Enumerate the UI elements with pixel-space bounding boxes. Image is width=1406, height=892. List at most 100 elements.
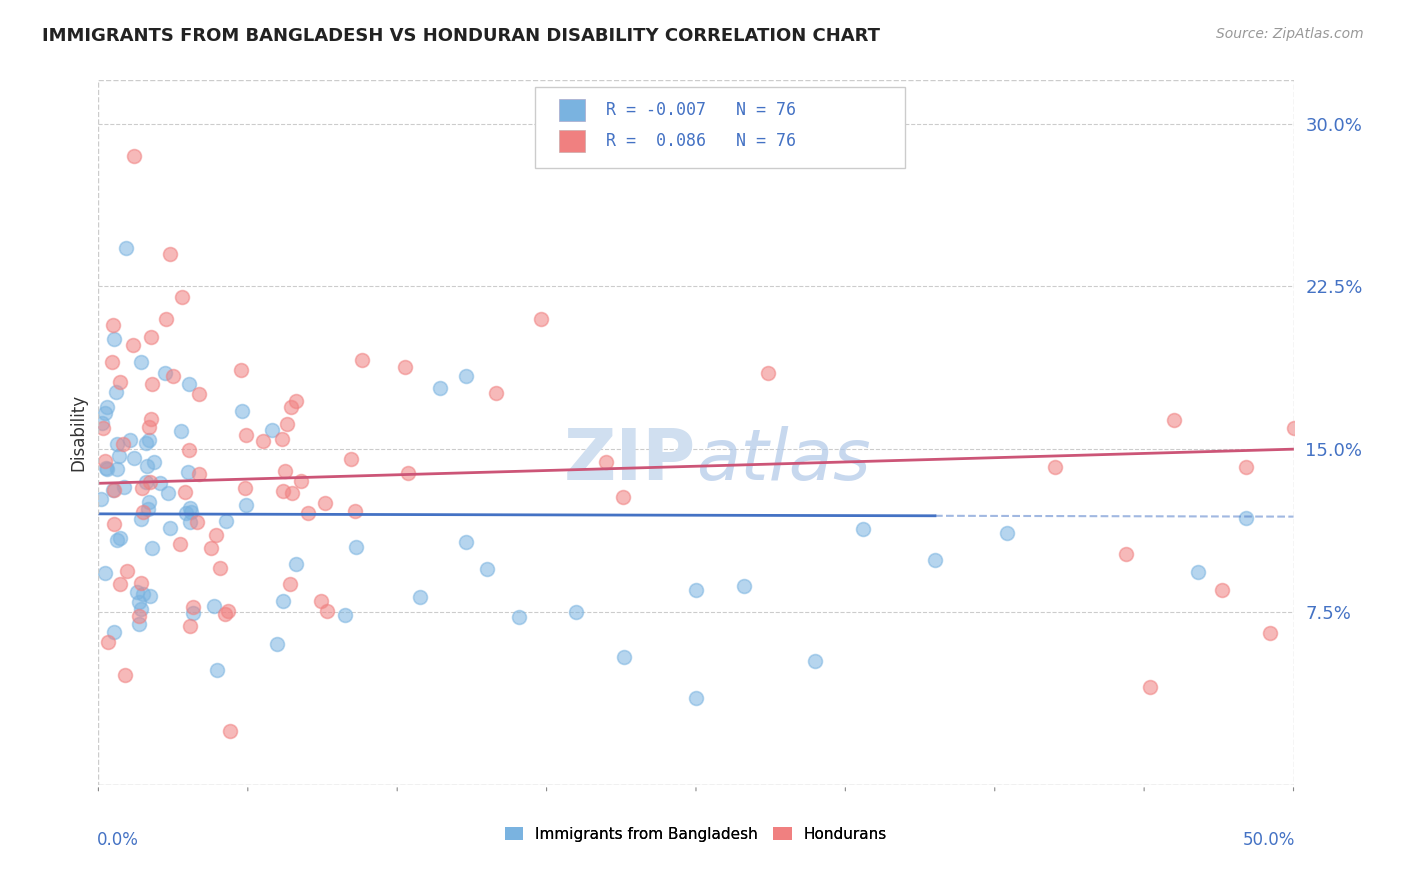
Point [177, 465, 200, 479]
Point [179, 501, 201, 516]
Point [217, 603, 239, 617]
Point [96, 462, 118, 476]
Point [108, 375, 131, 389]
Point [262, 423, 284, 437]
Point [128, 617, 150, 632]
Point [804, 654, 827, 668]
Point [409, 590, 432, 604]
Point [105, 462, 128, 476]
Point [612, 490, 634, 504]
Point [149, 475, 172, 490]
Point [128, 594, 150, 608]
Text: atlas: atlas [696, 426, 870, 495]
Point [235, 499, 257, 513]
Point [235, 428, 257, 442]
Point [94, 461, 117, 475]
Point [1234, 511, 1257, 525]
Text: ZIP: ZIP [564, 426, 696, 495]
Point [456, 369, 478, 384]
Point [208, 561, 231, 575]
Point [179, 619, 201, 633]
Point [565, 605, 588, 619]
Point [215, 515, 238, 529]
Point [96, 400, 118, 414]
Point [139, 475, 162, 489]
Point [613, 650, 636, 665]
Text: 0.0%: 0.0% [97, 830, 139, 849]
Point [101, 318, 124, 332]
Point [108, 577, 131, 591]
Point [142, 455, 165, 469]
Point [343, 504, 366, 518]
Point [290, 474, 312, 488]
Point [297, 506, 319, 520]
Point [115, 564, 138, 578]
Point [280, 400, 302, 414]
Point [131, 481, 153, 495]
Point [335, 607, 357, 622]
Point [273, 464, 295, 478]
Text: R = -0.007   N = 76: R = -0.007 N = 76 [606, 101, 796, 119]
Point [181, 600, 204, 615]
Point [159, 521, 181, 535]
Point [110, 531, 132, 545]
Point [128, 608, 150, 623]
Text: 50.0%: 50.0% [1243, 830, 1295, 849]
FancyBboxPatch shape [534, 87, 905, 169]
Point [1234, 459, 1257, 474]
Point [159, 246, 181, 260]
Point [101, 355, 124, 369]
Point [90, 417, 112, 431]
Point [280, 576, 302, 591]
Point [186, 515, 208, 529]
Point [188, 387, 211, 401]
Point [138, 433, 160, 447]
Point [114, 667, 136, 681]
Point [129, 511, 152, 525]
Point [1163, 413, 1185, 427]
Point [162, 368, 184, 383]
Point [595, 455, 617, 469]
Point [174, 485, 197, 500]
Point [271, 432, 294, 446]
Point [94, 566, 117, 580]
Point [135, 475, 157, 489]
Point [204, 528, 226, 542]
Point [101, 483, 124, 497]
Point [685, 691, 707, 706]
Point [112, 479, 135, 493]
Point [127, 585, 149, 599]
Point [276, 417, 298, 431]
Point [252, 434, 274, 449]
Point [284, 393, 307, 408]
Point [108, 450, 131, 464]
Point [94, 406, 117, 420]
Point [281, 485, 304, 500]
Point [1211, 582, 1233, 597]
Point [169, 536, 191, 550]
Point [103, 517, 125, 532]
Point [180, 505, 202, 519]
Point [456, 535, 478, 549]
Point [132, 504, 155, 518]
Point [207, 663, 229, 677]
Point [172, 290, 194, 304]
Point [344, 541, 367, 555]
Point [122, 337, 145, 351]
Point [129, 602, 152, 616]
Point [141, 541, 163, 556]
Point [181, 606, 204, 620]
Point [141, 412, 163, 426]
Point [231, 403, 253, 417]
Point [316, 604, 339, 618]
Point [93, 454, 115, 468]
Point [138, 419, 160, 434]
Point [485, 385, 508, 400]
Point [155, 312, 177, 326]
Point [177, 443, 200, 458]
Point [1139, 681, 1161, 695]
Point [396, 466, 419, 480]
Point [136, 501, 159, 516]
Point [129, 576, 152, 591]
FancyBboxPatch shape [558, 99, 585, 121]
